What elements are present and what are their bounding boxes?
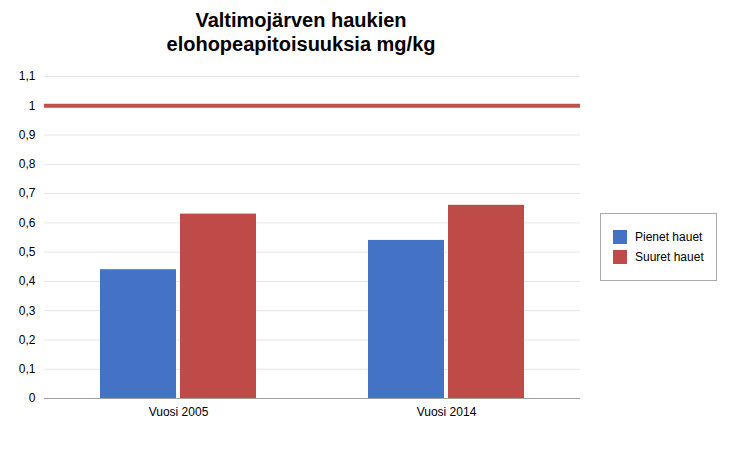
- svg-text:Vuosi 2005: Vuosi 2005: [149, 405, 209, 419]
- svg-text:Vuosi 2014: Vuosi 2014: [417, 405, 477, 419]
- svg-text:1: 1: [29, 99, 36, 113]
- html-text:Suuret hauet: Suuret hauet: [635, 250, 704, 264]
- svg-text:0: 0: [29, 391, 36, 405]
- svg-text:0,9: 0,9: [19, 128, 36, 142]
- svg-text:0,3: 0,3: [19, 304, 36, 318]
- svg-text:0,6: 0,6: [19, 216, 36, 230]
- svg-text:0,5: 0,5: [19, 245, 36, 259]
- svg-text:0,4: 0,4: [19, 274, 36, 288]
- svg-text:0,7: 0,7: [19, 186, 36, 200]
- svg-text:0,8: 0,8: [19, 157, 36, 171]
- html-text:Pienet hauet: Pienet hauet: [635, 230, 703, 244]
- svg-text:1,1: 1,1: [19, 69, 36, 83]
- svg-text:0,1: 0,1: [19, 362, 36, 376]
- html-text:Valtimojärven haukien elohopea: Valtimojärven haukien elohopeapitoisuuks…: [166, 9, 436, 55]
- svg-text:0,2: 0,2: [19, 333, 36, 347]
